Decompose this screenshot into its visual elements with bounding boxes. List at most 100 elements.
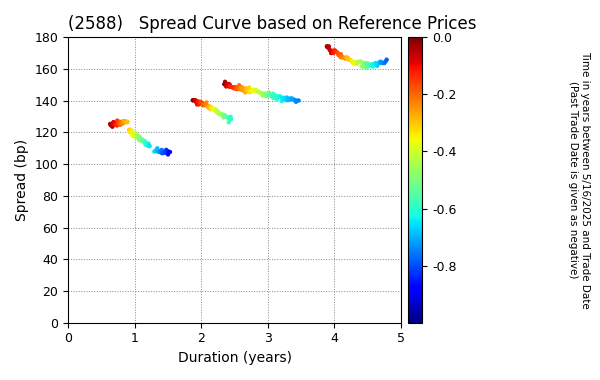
- Point: [112, 117, 122, 124]
- Point: [366, 62, 376, 68]
- Point: [206, 105, 216, 111]
- Point: [363, 60, 373, 66]
- Point: [331, 49, 341, 55]
- Point: [120, 119, 130, 125]
- Point: [337, 54, 347, 60]
- Point: [129, 133, 139, 139]
- Point: [106, 121, 115, 127]
- Point: [129, 130, 139, 136]
- Point: [338, 54, 347, 60]
- Point: [196, 99, 205, 105]
- Point: [220, 112, 230, 119]
- Point: [244, 84, 254, 90]
- Point: [263, 93, 272, 99]
- Point: [204, 104, 214, 110]
- Point: [349, 60, 358, 66]
- Point: [106, 121, 115, 127]
- Point: [143, 141, 153, 147]
- Point: [125, 128, 134, 135]
- Point: [356, 58, 365, 64]
- Point: [229, 85, 239, 91]
- Point: [145, 142, 154, 149]
- Point: [341, 55, 351, 61]
- Point: [199, 102, 208, 108]
- Point: [115, 120, 125, 127]
- Point: [109, 119, 118, 125]
- Point: [232, 86, 242, 92]
- Point: [351, 61, 361, 67]
- Point: [136, 137, 145, 143]
- Point: [208, 106, 217, 112]
- Point: [278, 95, 287, 101]
- Point: [108, 122, 118, 128]
- Point: [116, 122, 125, 128]
- Point: [362, 65, 371, 71]
- Point: [123, 119, 133, 125]
- Point: [138, 138, 148, 144]
- Point: [258, 91, 268, 97]
- Point: [240, 87, 250, 93]
- Point: [263, 92, 273, 98]
- Point: [343, 54, 352, 60]
- Point: [274, 94, 284, 100]
- Point: [151, 147, 161, 154]
- Point: [341, 55, 350, 61]
- Point: [277, 98, 287, 104]
- Point: [350, 60, 359, 66]
- Point: [242, 89, 252, 95]
- Point: [113, 120, 123, 127]
- Point: [324, 45, 334, 51]
- Point: [352, 59, 361, 65]
- Point: [264, 89, 274, 95]
- Point: [207, 105, 217, 111]
- Point: [247, 88, 256, 94]
- Point: [335, 54, 345, 60]
- Point: [188, 97, 198, 103]
- Point: [153, 149, 163, 155]
- Point: [254, 89, 264, 95]
- Point: [222, 81, 232, 87]
- Point: [290, 97, 299, 103]
- Point: [323, 44, 332, 50]
- Point: [269, 92, 278, 98]
- Point: [229, 85, 239, 91]
- Point: [265, 91, 275, 97]
- Point: [110, 121, 120, 127]
- Point: [199, 102, 208, 108]
- Point: [163, 148, 173, 154]
- Point: [196, 100, 206, 106]
- Point: [235, 82, 244, 88]
- Point: [208, 106, 217, 112]
- Point: [112, 122, 122, 128]
- Point: [357, 63, 367, 70]
- Text: (2588)   Spread Curve based on Reference Prices: (2588) Spread Curve based on Reference P…: [68, 15, 476, 33]
- Point: [334, 51, 343, 57]
- Point: [326, 50, 336, 56]
- Point: [354, 59, 364, 65]
- Point: [283, 95, 292, 101]
- Point: [190, 97, 200, 103]
- Point: [160, 149, 169, 155]
- Point: [214, 109, 223, 115]
- Point: [132, 135, 142, 141]
- Point: [226, 116, 236, 122]
- Point: [359, 64, 368, 70]
- Point: [260, 90, 270, 97]
- Point: [197, 100, 207, 106]
- Point: [133, 133, 143, 139]
- Point: [375, 60, 385, 66]
- Point: [135, 134, 145, 140]
- Point: [220, 114, 230, 120]
- Point: [292, 98, 302, 104]
- Point: [344, 57, 354, 63]
- Point: [156, 149, 166, 155]
- Point: [347, 58, 356, 64]
- Point: [142, 142, 152, 148]
- Point: [352, 61, 362, 67]
- Point: [245, 89, 255, 95]
- Point: [243, 87, 253, 93]
- Point: [329, 50, 338, 56]
- Point: [328, 49, 338, 55]
- Point: [284, 96, 293, 102]
- Point: [127, 129, 137, 135]
